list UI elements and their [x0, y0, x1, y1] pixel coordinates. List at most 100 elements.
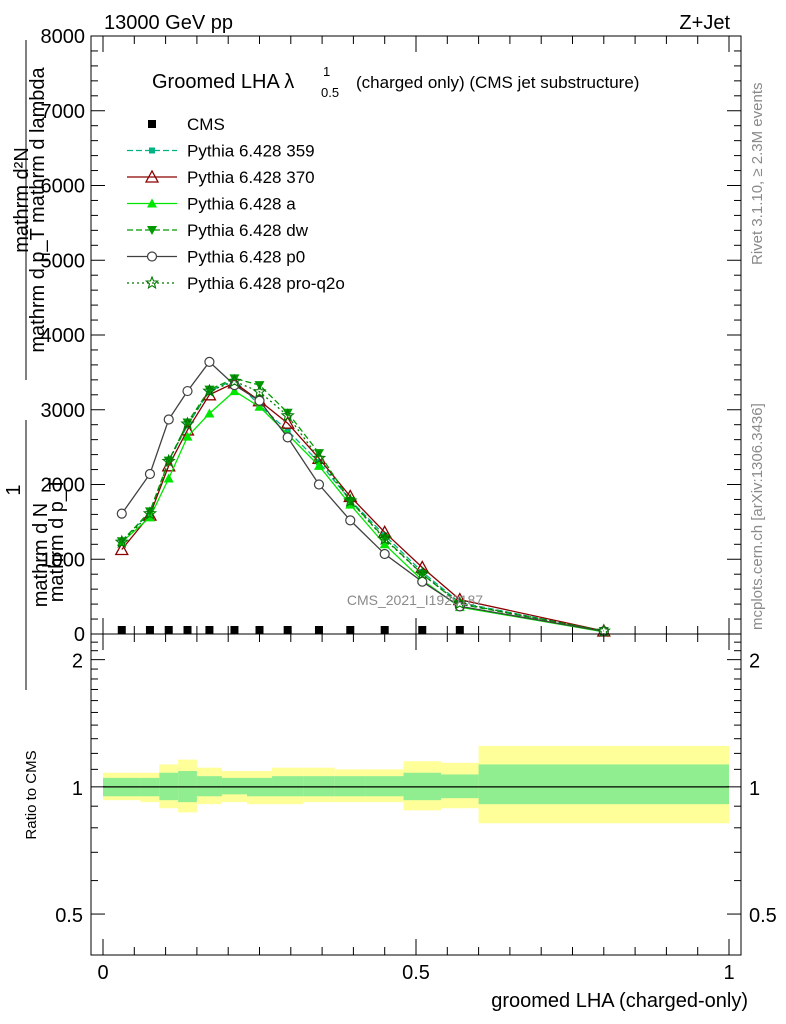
y-tick-label: 4000	[41, 325, 86, 347]
y-tick-label: 8000	[41, 26, 86, 48]
marker-triangle-open	[114, 542, 129, 556]
y-tick-label: 5000	[41, 250, 86, 272]
marker-square	[148, 120, 156, 128]
legend-entry: Pythia 6.428 pro-q2o	[127, 274, 345, 293]
marker-star-open	[161, 453, 176, 468]
marker-triangle	[204, 408, 215, 418]
marker-star-open	[343, 493, 358, 508]
legend-entry: Pythia 6.428 p0	[127, 248, 305, 267]
legend-entry: Pythia 6.428 359	[127, 142, 315, 161]
ratio-y-tick-label: 2	[72, 651, 83, 673]
marker-triangle-open	[144, 169, 160, 183]
legend-label: CMS	[187, 115, 225, 134]
main-plot: 0 1000 2000 3000 4000 5000 6000 7000 8000	[41, 26, 742, 646]
cms-point	[183, 626, 192, 634]
y-tick-label: 3000	[41, 400, 86, 422]
stat-band	[303, 776, 335, 797]
marker-triangle-open	[280, 415, 295, 429]
marker-circle-open	[163, 414, 174, 425]
legend: CMS Pythia 6.428 359 Pythia 6.428 370 Pythi…	[127, 115, 345, 293]
legend-label: Pythia 6.428 a	[187, 195, 296, 214]
marker-circle-open	[345, 515, 356, 526]
watermark: CMS_2021_I1920187	[347, 592, 483, 608]
mcplots-label: mcplots.cern.ch [arXiv:1306.3436]	[749, 403, 766, 630]
rivet-label: Rivet 3.1.10, ≥ 2.3M events	[749, 83, 766, 266]
svg-text:Groomed LHA λ: Groomed LHA λ	[152, 71, 294, 93]
y-tick-label: 1000	[41, 549, 86, 571]
legend-entry: Pythia 6.428 370	[127, 168, 315, 187]
cms-point	[164, 626, 173, 634]
marker-circle-open	[254, 395, 265, 406]
ratio-y-tick-label: 1	[72, 778, 83, 800]
marker-triangle-down	[204, 385, 215, 395]
y-label-den-2: mathrm d p_T	[46, 478, 68, 602]
marker-star-open	[311, 450, 327, 465]
marker-circle-open	[204, 356, 215, 368]
title-sub: 0.5	[321, 85, 339, 100]
marker-circle-open	[282, 432, 293, 443]
cms-point	[418, 626, 427, 634]
marker-star-open	[280, 408, 295, 422]
marker-star-open	[144, 275, 160, 290]
marker-star-open	[377, 531, 392, 546]
stat-band	[196, 776, 222, 797]
ratio-y-tick-label: 0.5	[55, 905, 83, 927]
marker-star-open	[202, 383, 217, 398]
marker-star-open	[114, 534, 129, 549]
marker-star-open	[415, 566, 430, 581]
marker-triangle-down	[229, 374, 240, 384]
ratio-y-tick-label-right: 0.5	[749, 905, 777, 927]
marker-triangle	[379, 539, 390, 549]
marker-star-open	[142, 506, 158, 520]
marker-circle-open	[379, 548, 390, 560]
x-tick-label: 0.5	[402, 962, 430, 984]
marker-circle-open	[144, 468, 156, 480]
stat-band	[478, 764, 729, 805]
stat-band	[272, 776, 304, 797]
legend-label: Pythia 6.428 dw	[187, 221, 309, 240]
y-tick-label: 0	[74, 624, 85, 646]
y-label-den: mathrm d p_T mathrm d lambda	[27, 66, 49, 352]
y-label-num: mathrm d²N	[11, 147, 33, 253]
cms-point	[255, 626, 264, 634]
main-y-label: 1 mathrm d N mathrm d p_T mathrm d²N mat…	[3, 40, 68, 690]
energy-label: 13000 GeV pp	[104, 12, 233, 34]
title-main: Groomed LHA λ	[152, 71, 294, 93]
cms-point	[145, 626, 154, 634]
cms-point	[230, 626, 239, 634]
x-axis-label: groomed LHA (charged-only)	[491, 990, 748, 1012]
legend-entry: Pythia 6.428 a	[127, 195, 296, 214]
legend-label: Pythia 6.428 pro-q2o	[187, 274, 345, 293]
legend-entry: Pythia 6.428 dw	[127, 221, 309, 240]
y-tick-label: 2000	[41, 475, 86, 497]
marker-circle-open	[182, 385, 193, 397]
cms-point	[346, 626, 355, 634]
cms-point	[283, 626, 292, 634]
series-line	[121, 360, 604, 633]
legend-entry: CMS	[148, 115, 225, 134]
x-tick-label: 1	[723, 962, 734, 984]
cms-point	[117, 626, 126, 634]
y-label-num-2: mathrm d N	[30, 503, 52, 607]
title-rest: (charged only) (CMS jet substructure)	[356, 73, 639, 92]
process-label: Z+Jet	[679, 12, 730, 34]
cms-point	[205, 626, 214, 634]
marker-star-open	[452, 595, 467, 610]
marker-triangle-down	[147, 226, 157, 235]
marker-triangle	[229, 386, 240, 396]
legend-label: Pythia 6.428 p0	[187, 248, 305, 267]
cms-point	[455, 626, 464, 634]
marker-triangle-down	[282, 408, 293, 418]
stat-band	[221, 777, 247, 795]
marker-star-open	[227, 373, 242, 388]
series-line	[121, 377, 604, 632]
chart-title: Groomed LHA λ 1 0.5 (charged only) (CMS …	[152, 64, 639, 100]
marker-star-open	[180, 416, 195, 430]
stat-band	[365, 776, 404, 797]
marker-circle-open	[116, 508, 127, 519]
y-label-one: 1	[3, 484, 25, 495]
marker-circle-open	[313, 479, 325, 490]
marker-triangle	[182, 431, 193, 441]
marker-star-open	[252, 384, 267, 398]
title-sup: 1	[323, 64, 330, 79]
